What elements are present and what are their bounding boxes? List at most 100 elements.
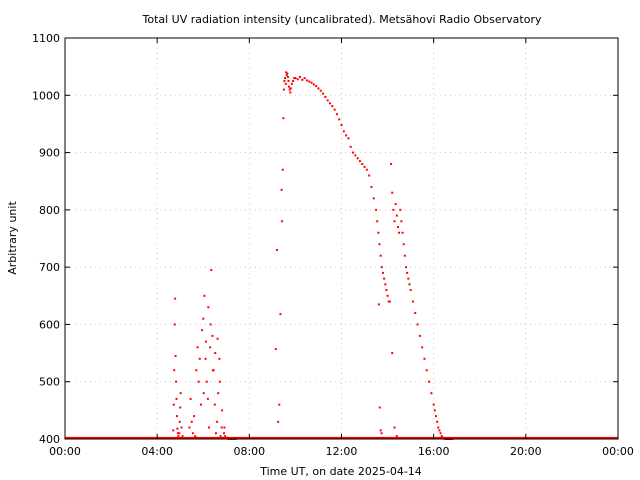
data-point <box>292 79 295 82</box>
data-point <box>191 432 194 435</box>
data-point <box>395 214 398 217</box>
data-point <box>391 191 394 194</box>
x-tick-label: 16:00 <box>418 445 450 458</box>
data-point <box>279 313 282 316</box>
data-point <box>299 75 302 78</box>
data-point <box>328 102 331 105</box>
data-point <box>218 357 221 360</box>
data-point <box>173 369 176 372</box>
y-tick-label: 900 <box>39 147 60 160</box>
data-point <box>201 329 204 332</box>
data-point <box>172 403 175 406</box>
data-point <box>216 420 219 423</box>
data-point <box>434 415 437 418</box>
data-point <box>379 254 382 257</box>
y-tick-label: 1100 <box>32 32 60 45</box>
data-point <box>383 277 386 280</box>
data-point <box>179 406 182 409</box>
data-point <box>190 420 193 423</box>
data-point <box>433 409 436 412</box>
data-point <box>370 185 373 188</box>
data-point <box>287 75 290 78</box>
data-point <box>290 82 293 85</box>
data-point <box>312 83 315 86</box>
data-point <box>189 397 192 400</box>
data-point <box>218 380 221 383</box>
data-point <box>308 80 311 83</box>
data-point <box>331 105 334 108</box>
data-point <box>439 432 442 435</box>
x-tick-label: 20:00 <box>510 445 542 458</box>
chart-title: Total UV radiation intensity (uncalibrat… <box>142 13 542 26</box>
data-point <box>398 231 401 234</box>
data-point <box>425 369 428 372</box>
data-point <box>214 432 217 435</box>
data-point <box>213 403 216 406</box>
data-point <box>202 392 205 395</box>
data-point <box>172 429 175 432</box>
data-point <box>208 426 211 429</box>
data-point <box>356 157 359 160</box>
y-axis-label: Arbitrary unit <box>6 201 19 275</box>
data-point <box>284 77 287 80</box>
data-point <box>393 426 396 429</box>
data-point <box>385 289 388 292</box>
data-point <box>278 403 281 406</box>
data-point <box>224 435 227 438</box>
data-point <box>411 300 414 303</box>
data-point <box>214 352 217 355</box>
x-tick-label: 04:00 <box>141 445 173 458</box>
data-point <box>315 85 318 88</box>
data-point <box>340 124 343 127</box>
data-point <box>401 231 404 234</box>
data-point <box>322 92 325 95</box>
data-point <box>205 380 208 383</box>
data-point <box>400 220 403 223</box>
data-point <box>363 165 366 168</box>
data-point <box>380 266 383 269</box>
data-point <box>188 426 191 429</box>
data-point <box>193 415 196 418</box>
data-point <box>440 435 443 438</box>
data-point <box>277 420 280 423</box>
y-tick-label: 600 <box>39 318 60 331</box>
x-tick-label: 00:00 <box>49 445 81 458</box>
data-point <box>180 426 183 429</box>
data-point <box>221 409 224 412</box>
data-point <box>388 300 391 303</box>
data-point <box>414 311 417 314</box>
y-tick-label: 800 <box>39 204 60 217</box>
data-point <box>428 380 431 383</box>
data-point <box>416 323 419 326</box>
data-point <box>405 266 408 269</box>
data-point <box>421 346 424 349</box>
data-point <box>287 85 290 88</box>
data-point <box>210 269 213 272</box>
data-point <box>176 427 179 430</box>
data-point <box>283 79 286 82</box>
data-point <box>196 346 199 349</box>
data-point <box>195 369 198 372</box>
data-point <box>438 429 441 432</box>
data-point <box>375 208 378 211</box>
data-point <box>390 163 393 166</box>
data-point <box>406 271 409 274</box>
y-tick-label: 700 <box>39 261 60 274</box>
data-point <box>317 87 320 90</box>
data-point <box>338 118 341 121</box>
data-point <box>377 231 380 234</box>
data-point <box>377 303 380 306</box>
data-point <box>197 380 200 383</box>
data-point <box>294 77 297 80</box>
data-point <box>174 297 177 300</box>
data-point <box>217 392 220 395</box>
data-point <box>177 435 180 438</box>
data-point <box>379 429 382 432</box>
data-point <box>398 437 401 440</box>
data-point <box>287 79 290 82</box>
data-point <box>285 74 288 77</box>
data-point <box>211 369 214 372</box>
data-point <box>387 300 390 303</box>
data-point <box>393 220 396 223</box>
data-point <box>209 346 212 349</box>
